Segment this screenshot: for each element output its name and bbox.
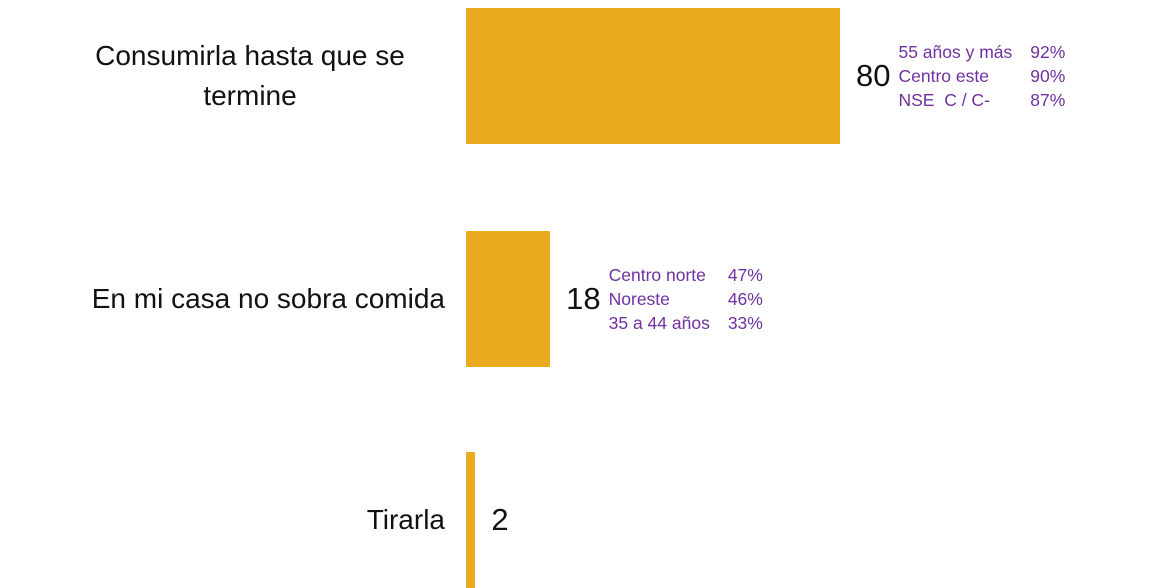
breakdown-label: Centro este	[898, 66, 989, 86]
category: Consumirla hasta que se termine	[55, 8, 445, 144]
category-label: Tirarla	[366, 504, 445, 535]
breakdown-value: 33%	[727, 313, 763, 333]
bar-annotation: 2	[491, 452, 516, 588]
breakdown-label: NSE C / C-	[898, 90, 990, 110]
bar	[466, 452, 476, 588]
bar	[466, 231, 551, 367]
value-label: 18	[566, 281, 601, 316]
category: En mi casa no sobra comida	[92, 231, 445, 367]
breakdown-value: 87%	[1030, 90, 1066, 110]
category: Tirarla	[367, 452, 445, 588]
bar-row: Tirarla 2	[0, 452, 1161, 588]
breakdown-value: 92%	[1030, 42, 1066, 62]
breakdown-label: 55 años y más	[898, 42, 1013, 62]
category-label: En mi casa no sobra comida	[91, 283, 445, 314]
breakdown: 55 años y más 92% Centro este 90% NSE C / C-…	[898, 40, 1065, 112]
breakdown-value: 90%	[1030, 66, 1066, 86]
bar-annotation: 80 55 años y más 92% Centro este 90% NSE C / …	[856, 8, 1065, 144]
breakdown-label: Centro norte	[608, 265, 706, 285]
bar-annotation: 18 Centro norte 47% Noreste 46% 35 a 44 años 3…	[566, 231, 763, 367]
bar-row: Consumirla hasta que se termine 80 55 años…	[0, 8, 1161, 144]
breakdown-label: Noreste	[608, 289, 670, 309]
value-label: 2	[491, 502, 509, 537]
category-label: Consumirla hasta que se termine	[95, 40, 405, 111]
breakdown: Centro norte 47% Noreste 46% 35 a 44 años 33%	[609, 263, 763, 335]
bar	[466, 8, 840, 144]
breakdown-value: 46%	[727, 289, 763, 309]
value-label: 80	[856, 58, 891, 93]
bar-row: En mi casa no sobra comida 18 Centro norte…	[0, 231, 1161, 367]
breakdown-value: 47%	[727, 265, 763, 285]
breakdown-label: 35 a 44 años	[608, 313, 710, 333]
